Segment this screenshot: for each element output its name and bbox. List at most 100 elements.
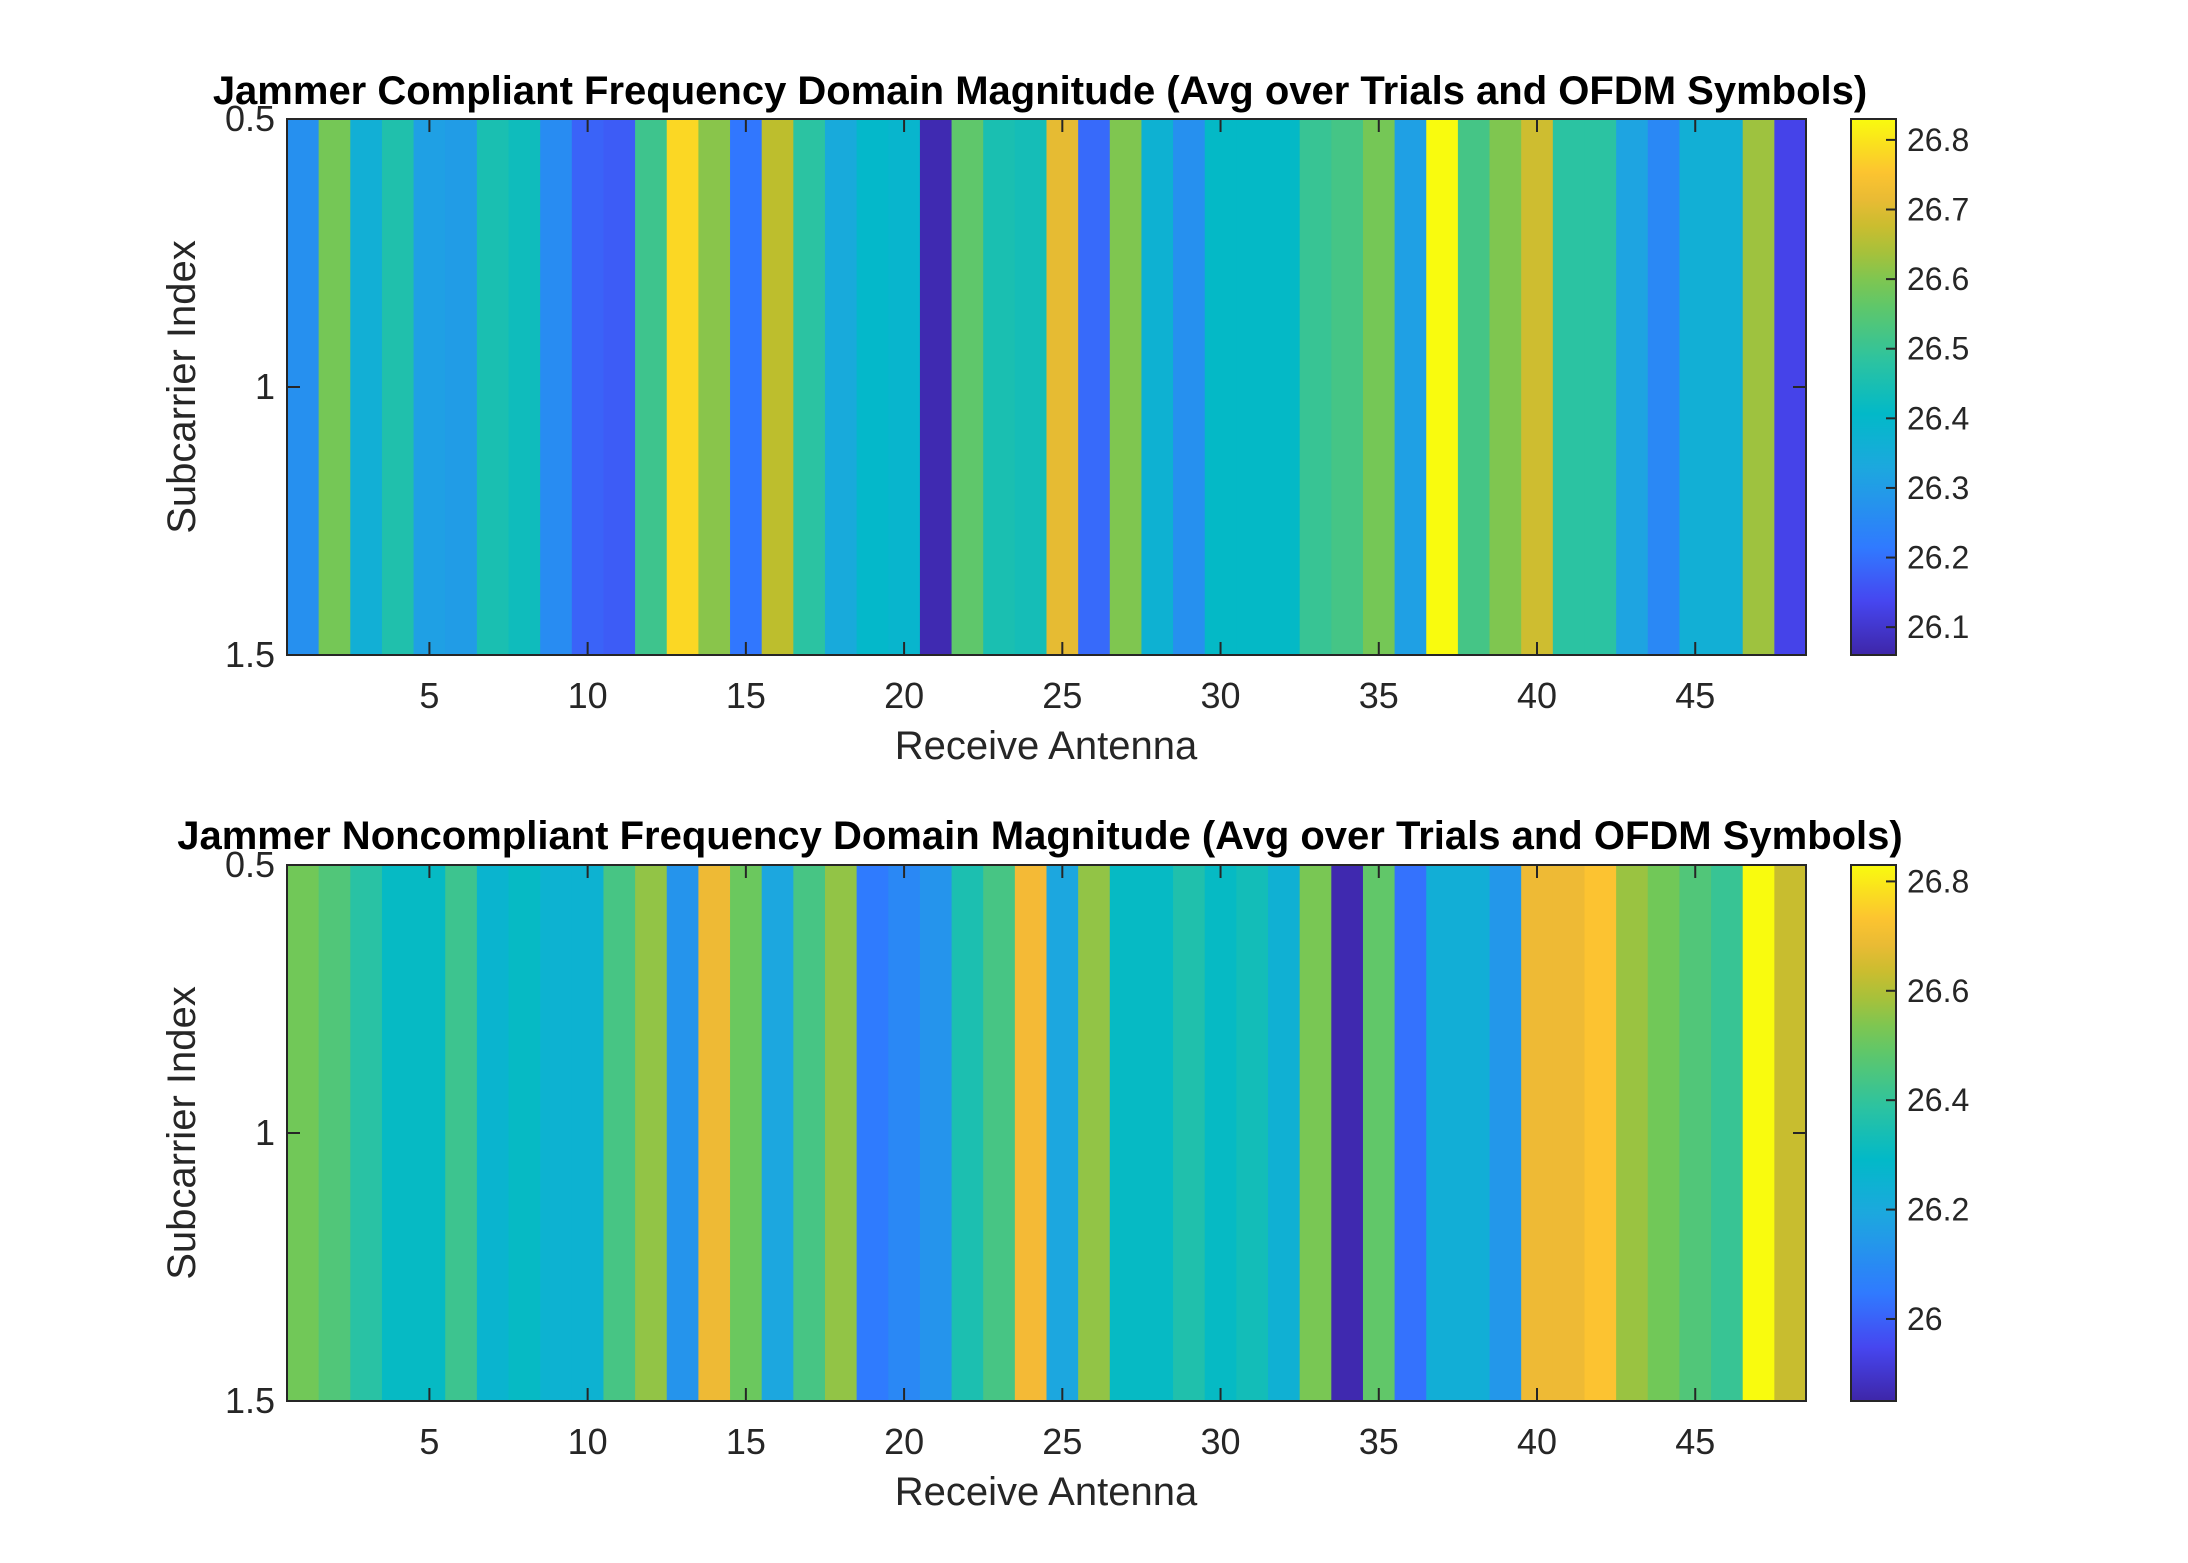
heatmap-cell xyxy=(1584,865,1617,1401)
heatmap-cell xyxy=(730,119,763,655)
colorbar-tick-label: 26.2 xyxy=(1907,1192,1969,1228)
heatmap-cell xyxy=(983,865,1016,1401)
x-ticks-1: 5 10 15 20 25 30 35 40 45 xyxy=(419,119,1715,716)
heatmap-cell xyxy=(1331,865,1364,1401)
heatmap-cell xyxy=(1109,865,1143,1401)
heatmap-cell xyxy=(1204,119,1237,655)
y-axis-label-1: Subcarrier Index xyxy=(160,240,204,533)
colorbar-frame xyxy=(1850,118,1897,656)
heatmap-cell xyxy=(476,119,510,655)
heatmap-cell xyxy=(793,119,826,655)
colorbar-tick-label: 26.4 xyxy=(1907,400,1969,436)
colorbar-gradient xyxy=(1851,865,1896,1401)
x-tick-label: 10 xyxy=(568,1421,608,1462)
colorbar-1: 26.1 26.2 26.3 26.4 26.5 26.6 26.7 26.8 xyxy=(1850,118,1969,656)
heatmap-cell xyxy=(381,119,415,655)
heatmap-cell xyxy=(1616,119,1649,655)
heatmap-cell xyxy=(698,865,731,1401)
y-ticks-2: 0.5 1 1.5 xyxy=(225,844,1806,1421)
heatmap-cell xyxy=(1173,119,1206,655)
heatmap-cell xyxy=(1552,119,1586,655)
heatmap-cell xyxy=(445,119,478,655)
heatmap-cell xyxy=(666,865,699,1401)
x-tick-label: 20 xyxy=(884,1421,924,1462)
heatmap-cell xyxy=(508,865,541,1401)
y-tick-label: 1 xyxy=(255,366,275,407)
heatmap-cell xyxy=(413,119,446,655)
heatmap-cell xyxy=(1711,119,1744,655)
heatmap-cell xyxy=(1014,865,1048,1401)
y-axis-label-2: Subcarrier Index xyxy=(160,986,204,1279)
heatmap-cell xyxy=(1426,865,1459,1401)
heatmap-cell xyxy=(761,119,794,655)
heatmap-panel-1: Jammer Compliant Frequency Domain Magnit… xyxy=(160,69,1969,768)
y-tick-label: 0.5 xyxy=(225,98,275,139)
x-tick-label: 45 xyxy=(1675,1421,1715,1462)
colorbar-tick-label: 26.5 xyxy=(1907,331,1969,367)
y-ticks-1: 0.5 1 1.5 xyxy=(225,98,1806,675)
colorbar-tick-label: 26.7 xyxy=(1907,191,1969,227)
heatmap-cell xyxy=(508,119,541,655)
heatmap-cell xyxy=(1078,865,1111,1401)
heatmap-cell xyxy=(1394,865,1427,1401)
heatmap-cell xyxy=(1046,865,1079,1401)
x-tick-label: 25 xyxy=(1042,1421,1082,1462)
heatmap-cell xyxy=(1457,865,1491,1401)
heatmap-panel-2: Jammer Noncompliant Frequency Domain Mag… xyxy=(160,814,1969,1514)
x-tick-label: 30 xyxy=(1201,675,1241,716)
heatmap-cell xyxy=(1046,119,1079,655)
heatmap-cell xyxy=(1521,865,1554,1401)
heatmap-cell xyxy=(1426,119,1459,655)
heatmap-cell xyxy=(856,119,889,655)
y-tick-label: 0.5 xyxy=(225,844,275,885)
heatmap-cell xyxy=(381,865,415,1401)
heatmap-cell xyxy=(603,119,636,655)
heatmap-cell xyxy=(318,119,351,655)
heatmap-cell xyxy=(888,865,921,1401)
heatmap-cell xyxy=(1236,119,1269,655)
x-tick-label: 15 xyxy=(726,675,766,716)
heatmap-cell xyxy=(1552,865,1586,1401)
heatmap-cell xyxy=(1679,119,1712,655)
heatmap-cell xyxy=(1584,119,1617,655)
heatmap-cell xyxy=(1711,865,1744,1401)
heatmap-cell xyxy=(635,865,668,1401)
heatmap-cell xyxy=(571,119,605,655)
x-tick-label: 15 xyxy=(726,1421,766,1462)
heatmap-cell xyxy=(761,865,794,1401)
y-tick-label: 1.5 xyxy=(225,1380,275,1421)
heatmap-cell xyxy=(1362,119,1396,655)
y-tick-label: 1.5 xyxy=(225,634,275,675)
heatmap-cell xyxy=(1141,119,1174,655)
x-tick-label: 25 xyxy=(1042,675,1082,716)
colorbar-tick-label: 26 xyxy=(1907,1301,1943,1337)
heatmap-cell xyxy=(1268,865,1301,1401)
heatmap-cell xyxy=(1394,119,1427,655)
heatmap-cell xyxy=(1299,119,1332,655)
heatmap-cell xyxy=(445,865,478,1401)
heatmap-cell xyxy=(1647,119,1681,655)
heatmap-cell xyxy=(666,119,699,655)
colorbar-tick-label: 26.2 xyxy=(1907,540,1969,576)
heatmap-cell xyxy=(1236,865,1269,1401)
colorbar-tick-label: 26.8 xyxy=(1907,863,1969,899)
heatmap-cell xyxy=(1014,119,1048,655)
heatmap-cell xyxy=(1742,865,1775,1401)
x-tick-label: 10 xyxy=(568,675,608,716)
x-tick-label: 40 xyxy=(1517,1421,1557,1462)
heatmap-cell xyxy=(1616,865,1649,1401)
heatmap-cell xyxy=(1331,119,1364,655)
heatmap-cell xyxy=(888,119,921,655)
heatmap-cell xyxy=(540,119,573,655)
heatmap-cell xyxy=(1742,119,1775,655)
heatmap-cell xyxy=(1141,865,1174,1401)
heatmap-cell xyxy=(951,119,984,655)
colorbar-tick-label: 26.4 xyxy=(1907,1082,1969,1118)
heatmap-cell xyxy=(1679,865,1712,1401)
x-tick-label: 5 xyxy=(419,675,439,716)
heatmap-cell xyxy=(1489,865,1522,1401)
x-axis-label-2: Receive Antenna xyxy=(895,1470,1198,1514)
colorbar-tick-label: 26.6 xyxy=(1907,261,1969,297)
x-tick-label: 35 xyxy=(1359,1421,1399,1462)
colorbar-frame xyxy=(1850,864,1897,1402)
